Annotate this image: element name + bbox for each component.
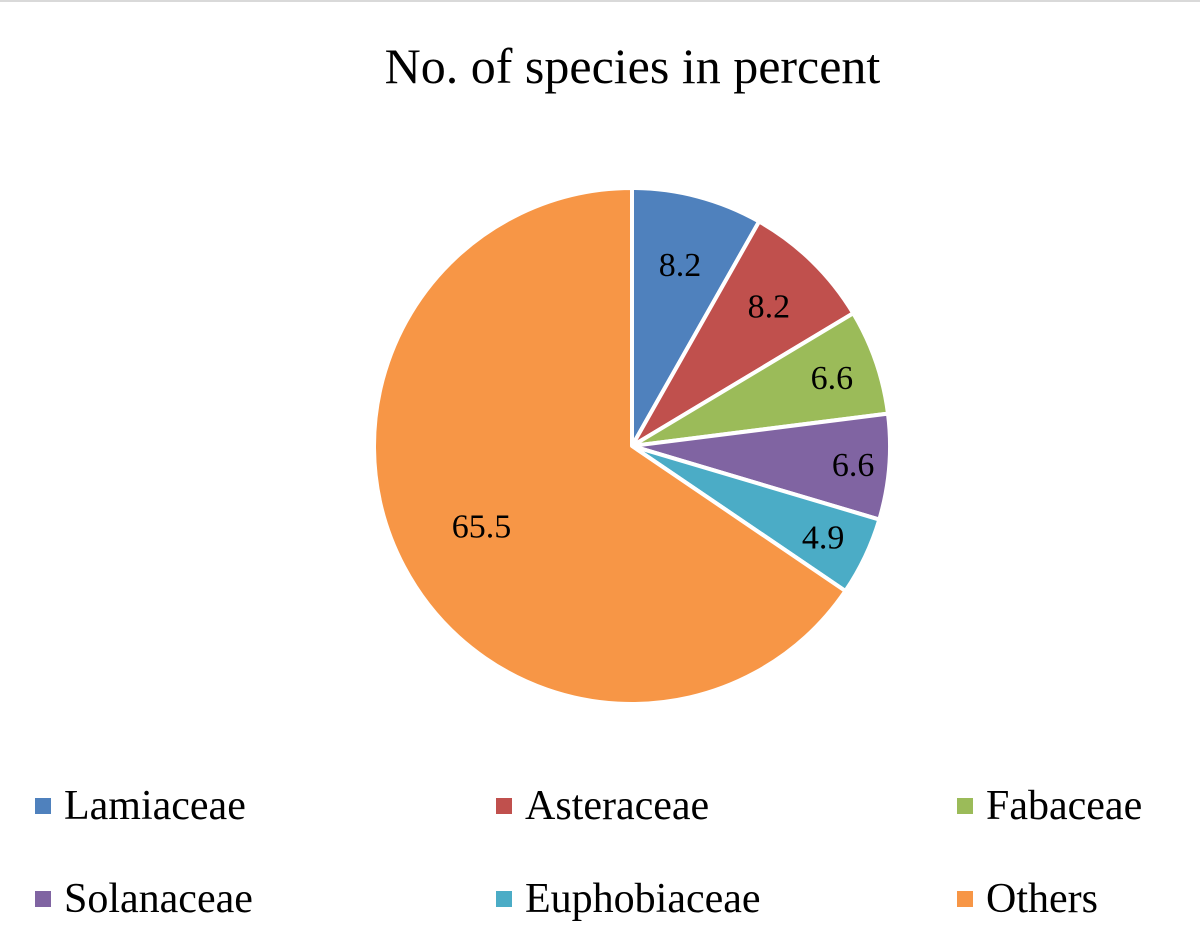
legend-item-fabaceae: Fabaceae xyxy=(957,778,1142,834)
top-border xyxy=(0,0,1200,2)
data-label-lamiaceae: 8.2 xyxy=(659,247,702,284)
legend-swatch-solanaceae xyxy=(35,891,51,907)
legend-swatch-fabaceae xyxy=(957,798,973,814)
pie-slice-asteraceae xyxy=(630,219,856,448)
legend-swatch-euphobiaceae xyxy=(496,891,512,907)
legend-item-euphobiaceae: Euphobiaceae xyxy=(496,871,761,927)
legend-label-solanaceae: Solanaceae xyxy=(64,876,253,922)
pie-slice-lamiaceae xyxy=(630,186,762,448)
legend-item-lamiaceae: Lamiaceae xyxy=(35,778,246,834)
data-label-asteraceae: 8.2 xyxy=(748,289,791,326)
legend-item-asteraceae: Asteraceae xyxy=(496,778,709,834)
legend-swatch-lamiaceae xyxy=(35,798,51,814)
legend-label-asteraceae: Asteraceae xyxy=(525,783,710,829)
legend-label-fabaceae: Fabaceae xyxy=(986,783,1143,829)
legend-swatch-asteraceae xyxy=(496,798,512,814)
legend-label-euphobiaceae: Euphobiaceae xyxy=(525,876,761,922)
chart-title: No. of species in percent xyxy=(384,38,881,94)
legend-item-others: Others xyxy=(957,871,1098,927)
legend-swatch-others xyxy=(957,891,973,907)
data-label-solanaceae: 6.6 xyxy=(832,447,875,484)
legend-label-others: Others xyxy=(986,876,1098,922)
legend-label-lamiaceae: Lamiaceae xyxy=(64,783,246,829)
data-label-fabaceae: 6.6 xyxy=(811,360,854,397)
data-label-euphobiaceae: 4.9 xyxy=(802,520,845,557)
legend-item-solanaceae: Solanaceae xyxy=(35,871,253,927)
pie-slice-others xyxy=(372,186,848,706)
data-label-others: 65.5 xyxy=(452,509,512,546)
